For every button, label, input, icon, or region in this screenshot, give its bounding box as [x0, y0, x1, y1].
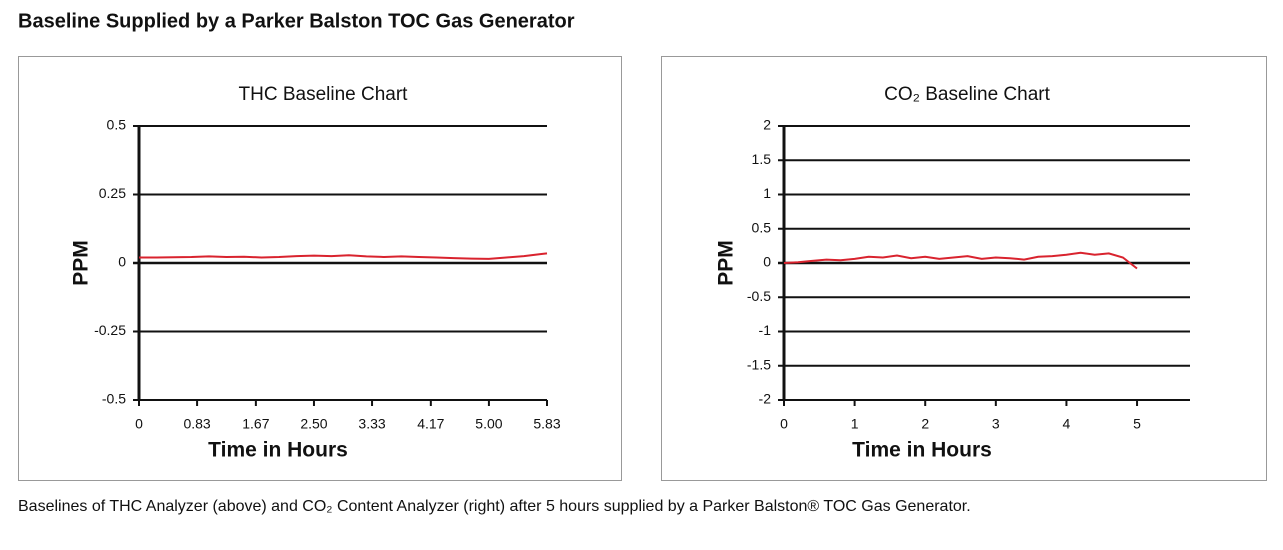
y-tick-label: -0.5 [747, 288, 771, 304]
data-line [139, 252, 548, 260]
figure-title: Baseline Supplied by a Parker Balston TO… [18, 10, 575, 32]
x-tick-label: 4 [1063, 416, 1071, 432]
x-tick-label: 1 [851, 416, 859, 432]
x-tick-label: 1.67 [242, 416, 269, 432]
chart-title: THC Baseline Chart [239, 84, 409, 105]
y-tick-label: 0.5 [107, 117, 127, 133]
x-tick-label: 0 [780, 416, 788, 432]
y-tick-label: 0.5 [752, 219, 772, 235]
y-tick-label: 0 [118, 254, 126, 270]
y-tick-label: -0.25 [94, 322, 126, 338]
x-tick-label: 0 [135, 416, 143, 432]
x-tick-label: 5 [1133, 416, 1141, 432]
x-tick-label: 3 [992, 416, 1000, 432]
y-tick-label: -1 [759, 322, 772, 338]
panel [661, 56, 1267, 481]
y-tick-label: 2 [763, 117, 771, 133]
data-line [783, 251, 1138, 270]
x-tick-label: 2.50 [300, 416, 327, 432]
x-axis-label: Time in Hours [852, 439, 992, 462]
y-tick-label: 0.25 [99, 185, 126, 201]
y-tick-label: -2 [759, 391, 772, 407]
y-tick-label: 1.5 [752, 151, 772, 167]
y-tick-label: -0.5 [102, 391, 126, 407]
x-tick-label: 5.00 [475, 416, 502, 432]
panel [18, 56, 622, 481]
y-tick-label: -1.5 [747, 356, 771, 372]
y-axis-label: PPM [70, 240, 93, 286]
x-tick-label: 4.17 [417, 416, 444, 432]
x-tick-label: 5.83 [533, 416, 560, 432]
caption: Baselines of THC Analyzer (above) and CO… [18, 498, 971, 515]
chart-title: CO₂ Baseline Chart [884, 84, 1050, 105]
x-axis-label: Time in Hours [208, 439, 348, 462]
x-tick-label: 0.83 [183, 416, 210, 432]
y-axis-label: PPM [715, 240, 738, 286]
x-tick-label: 3.33 [358, 416, 385, 432]
y-tick-label: 1 [763, 185, 771, 201]
y-tick-label: 0 [763, 254, 771, 270]
x-tick-label: 2 [921, 416, 929, 432]
